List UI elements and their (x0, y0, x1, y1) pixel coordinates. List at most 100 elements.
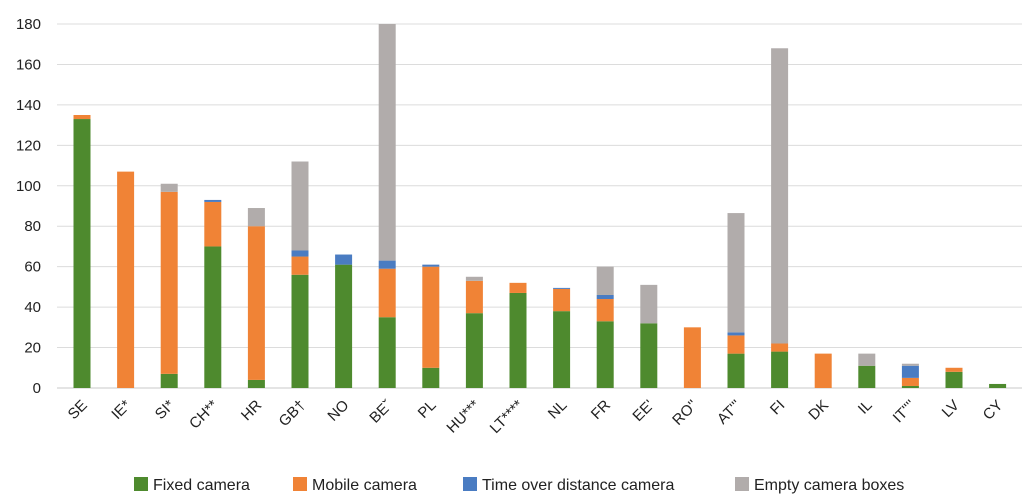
bar-segment-fixed-camera (771, 351, 789, 388)
bar-group-3 (204, 199, 222, 388)
bar-group-1 (117, 171, 135, 388)
y-tick-label: 140 (16, 97, 41, 114)
bar-segment-mobile-camera (247, 226, 265, 380)
bar-group-12 (596, 266, 614, 388)
bar-segment-fixed-camera (509, 292, 527, 388)
bar-group-0 (73, 115, 91, 389)
bar-segment-empty-camera-boxes (901, 363, 919, 366)
x-tick-label: CH** (186, 397, 222, 433)
bar-segment-mobile-camera (727, 335, 745, 354)
bar-segment-time-over-distance-camera (422, 264, 440, 267)
bar-group-18 (858, 353, 876, 388)
x-tick-label: DK (805, 397, 832, 424)
bar-group-16 (771, 48, 789, 388)
x-tick-label: IT'''' (890, 397, 920, 427)
x-tick-label: IE* (108, 397, 134, 423)
y-tick-label: 40 (24, 299, 41, 316)
bar-segment-fixed-camera (247, 379, 265, 388)
x-tick-label: BEˇ (366, 397, 396, 427)
bar-segment-time-over-distance-camera (291, 250, 309, 257)
bar-segment-time-over-distance-camera (727, 332, 745, 336)
bar-segment-time-over-distance-camera (335, 254, 353, 265)
bar-segment-time-over-distance-camera (901, 365, 919, 378)
bar-segment-mobile-camera (291, 256, 309, 275)
bar-segment-fixed-camera (204, 246, 222, 388)
legend-swatch (293, 477, 307, 491)
bar-segment-mobile-camera (683, 327, 701, 388)
bar-segment-mobile-camera (553, 288, 571, 312)
legend-label: Time over distance camera (482, 477, 674, 494)
bar-segment-mobile-camera (378, 268, 396, 318)
bar-segment-empty-camera-boxes (640, 284, 658, 324)
legend-item: Fixed camera (134, 477, 250, 494)
bar-segment-fixed-camera (291, 274, 309, 388)
x-tick-label: LT**** (487, 397, 527, 437)
bar-segment-empty-camera-boxes (596, 266, 614, 295)
x-tick-label: NO (324, 397, 352, 425)
bar-segment-empty-camera-boxes (291, 161, 309, 251)
bar-segment-time-over-distance-camera (204, 199, 222, 202)
bar-segment-mobile-camera (204, 201, 222, 247)
x-tick-label: FI (767, 397, 788, 418)
x-tick-label: SI* (152, 397, 178, 423)
legend-item: Mobile camera (293, 477, 417, 494)
bar-group-9 (465, 276, 483, 388)
bar-group-19 (901, 363, 919, 388)
x-tick-label: FR (588, 397, 614, 423)
bar-segment-fixed-camera (858, 365, 876, 388)
bar-segment-fixed-camera (465, 313, 483, 388)
bars (73, 24, 1007, 389)
x-tick-label: RO'' (669, 397, 701, 429)
legend-item: Time over distance camera (463, 477, 674, 494)
bar-segment-empty-camera-boxes (378, 24, 396, 261)
x-axis: SE IE* SI* CH** HR GB† NO BEˇ PL HU*** LT**** NL FR E… (65, 397, 1007, 437)
bar-group-20 (945, 367, 963, 388)
bar-segment-mobile-camera (117, 171, 135, 388)
bar-group-6 (335, 254, 353, 388)
y-tick-label: 160 (16, 56, 41, 73)
y-tick-label: 100 (16, 178, 41, 195)
bar-segment-fixed-camera (553, 311, 571, 388)
bar-segment-fixed-camera (989, 383, 1007, 388)
x-tick-label: LV (939, 397, 963, 421)
bar-segment-mobile-camera (422, 266, 440, 368)
bar-segment-mobile-camera (945, 367, 963, 372)
x-tick-label: EE' (629, 397, 657, 425)
bar-segment-mobile-camera (901, 377, 919, 386)
bar-group-11 (553, 287, 571, 388)
x-tick-label: GB† (276, 397, 309, 430)
bar-segment-fixed-camera (73, 119, 91, 389)
bar-segment-fixed-camera (378, 317, 396, 388)
bar-segment-fixed-camera (422, 367, 440, 388)
bar-group-17 (814, 353, 832, 388)
bar-segment-empty-camera-boxes (727, 213, 745, 333)
y-tick-label: 20 (24, 340, 41, 357)
x-tick-label: HU*** (443, 397, 483, 437)
x-tick-label: NL (545, 397, 571, 423)
legend-swatch (735, 477, 749, 491)
bar-segment-empty-camera-boxes (160, 183, 178, 192)
bar-segment-mobile-camera (465, 280, 483, 314)
y-tick-label: 180 (16, 16, 41, 33)
bar-segment-mobile-camera (596, 299, 614, 322)
bar-segment-fixed-camera (901, 385, 919, 388)
bar-segment-fixed-camera (596, 321, 614, 388)
y-tick-label: 60 (24, 259, 41, 276)
y-axis: 0 20 40 60 80 100 120 140 160 180 (16, 16, 41, 397)
bar-group-7 (378, 24, 396, 388)
bar-segment-mobile-camera (771, 343, 789, 352)
bar-segment-empty-camera-boxes (247, 208, 265, 227)
bar-segment-fixed-camera (640, 323, 658, 388)
bar-segment-empty-camera-boxes (771, 48, 789, 344)
legend-label: Mobile camera (312, 477, 417, 494)
bar-segment-fixed-camera (160, 373, 178, 388)
y-tick-label: 120 (16, 137, 41, 154)
bar-segment-time-over-distance-camera (378, 260, 396, 269)
bar-group-13 (640, 284, 658, 388)
bar-segment-fixed-camera (727, 353, 745, 388)
bar-segment-empty-camera-boxes (858, 353, 876, 366)
x-tick-label: CY (980, 397, 1007, 424)
bar-group-2 (160, 183, 178, 388)
